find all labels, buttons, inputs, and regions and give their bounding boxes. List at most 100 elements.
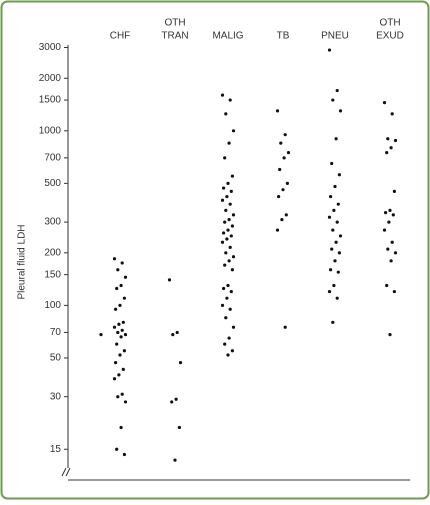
- data-point: [167, 278, 172, 282]
- data-point: [228, 245, 232, 249]
- data-point: [116, 395, 120, 399]
- data-point: [222, 186, 226, 190]
- data-point: [223, 263, 227, 267]
- data-point: [170, 400, 174, 404]
- data-point: [336, 202, 340, 206]
- data-point: [118, 353, 122, 357]
- data-point: [99, 333, 103, 337]
- data-point: [275, 109, 280, 113]
- y-tick-label: 2000: [39, 73, 62, 84]
- data-point: [228, 202, 232, 206]
- data-point: [393, 251, 398, 255]
- data-point: [282, 156, 286, 160]
- data-point: [390, 112, 394, 116]
- data-point: [335, 88, 339, 93]
- data-point: [228, 307, 232, 311]
- data-point: [382, 228, 387, 232]
- data-point: [119, 283, 123, 288]
- data-point: [277, 194, 281, 199]
- data-point: [118, 303, 122, 307]
- data-point: [116, 268, 120, 272]
- data-point: [115, 447, 119, 451]
- data-point: [230, 349, 234, 353]
- data-point: [123, 275, 128, 279]
- data-point: [121, 320, 125, 324]
- data-point: [278, 167, 282, 172]
- data-point: [392, 189, 396, 193]
- y-tick-label: 100: [44, 300, 61, 311]
- data-point: [229, 189, 233, 193]
- data-point: [338, 234, 343, 238]
- data-point: [223, 220, 227, 224]
- data-point: [229, 234, 233, 238]
- category-label: TB: [277, 31, 290, 42]
- data-point: [220, 198, 225, 202]
- y-tick-label: 30: [50, 391, 62, 402]
- data-point: [335, 220, 339, 224]
- data-point: [389, 259, 393, 263]
- data-point: [331, 228, 335, 232]
- y-tick-label: 15: [50, 444, 62, 455]
- data-point: [334, 240, 338, 244]
- data-point: [285, 181, 289, 185]
- data-point: [173, 458, 177, 462]
- data-point: [382, 101, 387, 105]
- category-label: PNEU: [321, 31, 349, 42]
- data-point: [385, 283, 389, 288]
- data-point: [174, 397, 178, 401]
- data-point: [330, 247, 334, 251]
- data-point: [331, 320, 335, 324]
- data-point: [120, 328, 124, 332]
- data-point: [337, 251, 341, 255]
- y-tick-label: 500: [44, 178, 61, 189]
- data-point: [112, 257, 117, 261]
- data-point: [114, 307, 118, 311]
- data-point: [284, 213, 288, 217]
- data-point: [116, 330, 120, 335]
- data-point: [327, 215, 332, 219]
- data-point: [122, 296, 126, 300]
- data-point: [119, 335, 123, 339]
- data-point: [178, 361, 183, 365]
- data-point: [384, 210, 388, 215]
- data-point: [333, 259, 337, 263]
- data-point: [122, 349, 126, 353]
- data-point: [171, 333, 175, 337]
- data-point: [112, 325, 117, 329]
- data-point: [229, 289, 233, 294]
- data-point: [231, 255, 236, 259]
- data-point: [228, 98, 232, 102]
- data-point: [275, 228, 280, 232]
- data-point: [391, 213, 395, 217]
- y-tick-label: 3000: [39, 42, 62, 53]
- data-point: [222, 286, 226, 291]
- data-point: [223, 342, 227, 346]
- data-point: [334, 137, 338, 141]
- data-point: [330, 161, 334, 166]
- data-point: [226, 283, 230, 288]
- data-point: [329, 194, 333, 199]
- data-point: [119, 425, 123, 430]
- data-point: [226, 181, 230, 185]
- y-tick-label: 300: [44, 217, 61, 228]
- data-point: [224, 316, 228, 320]
- data-point: [280, 218, 284, 222]
- data-point: [333, 184, 337, 189]
- category-label: EXUD: [376, 31, 404, 42]
- data-point: [115, 286, 119, 291]
- data-point: [224, 208, 228, 213]
- data-point: [227, 141, 231, 145]
- data-point: [177, 425, 181, 430]
- y-tick-label: 700: [44, 152, 61, 163]
- data-point: [115, 342, 119, 346]
- data-point: [117, 322, 121, 326]
- data-point: [120, 261, 124, 265]
- data-point: [385, 151, 389, 155]
- data-point: [231, 325, 236, 329]
- data-point: [231, 129, 236, 133]
- data-point: [120, 392, 124, 396]
- data-point: [117, 373, 121, 377]
- data-point: [338, 109, 343, 113]
